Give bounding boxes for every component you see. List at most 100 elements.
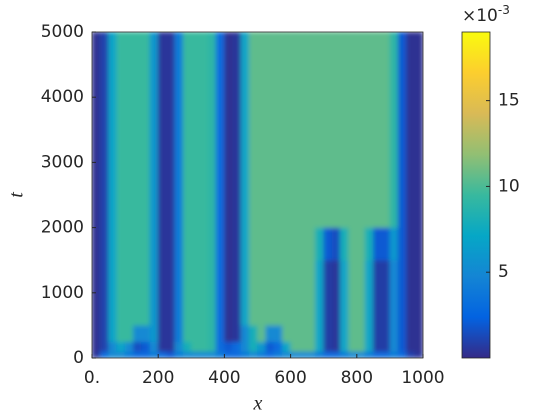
cell — [373, 259, 382, 294]
cell — [166, 227, 176, 261]
cell — [133, 341, 142, 352]
cell — [108, 32, 118, 196]
x-tick-label: 200 — [142, 368, 174, 388]
cell — [108, 227, 118, 261]
cell — [290, 259, 300, 294]
cell — [191, 259, 200, 294]
cell — [257, 351, 267, 358]
cell — [149, 325, 159, 342]
cell — [306, 351, 316, 358]
x-tick-label: 1000 — [401, 368, 444, 388]
cell — [157, 227, 167, 261]
cell — [381, 227, 391, 261]
cell — [124, 32, 134, 196]
cell — [99, 259, 109, 294]
cell — [323, 325, 333, 342]
cell — [157, 292, 167, 326]
cell — [232, 227, 242, 261]
cell — [290, 227, 300, 261]
cell — [232, 341, 242, 352]
cell — [232, 194, 242, 228]
cell — [348, 194, 358, 228]
cell — [215, 194, 225, 228]
cell — [257, 227, 267, 261]
cell — [389, 194, 399, 228]
cell — [273, 32, 283, 196]
cell — [306, 32, 316, 196]
cell — [282, 341, 291, 352]
cell — [207, 227, 217, 261]
cell — [215, 325, 225, 342]
cell — [356, 325, 366, 342]
cell — [282, 32, 291, 196]
cell — [174, 32, 184, 196]
cell — [397, 351, 407, 358]
x-tick-label: 0. — [84, 368, 100, 388]
cell — [174, 351, 184, 358]
cell — [141, 351, 151, 358]
cell — [389, 259, 399, 294]
cell — [315, 292, 324, 326]
cell — [373, 341, 382, 352]
cell — [265, 341, 275, 352]
cell — [92, 341, 101, 352]
cell — [315, 325, 324, 342]
cell — [257, 194, 267, 228]
cell — [389, 351, 399, 358]
cell — [406, 259, 416, 294]
cell — [133, 259, 142, 294]
cell — [397, 259, 407, 294]
cell — [290, 351, 300, 358]
cell — [298, 341, 308, 352]
cell — [265, 325, 275, 342]
cell — [174, 292, 184, 326]
cell — [99, 32, 109, 196]
cell — [381, 351, 391, 358]
cell — [108, 325, 118, 342]
cell — [248, 32, 258, 196]
cell — [116, 227, 126, 261]
cell — [215, 32, 225, 196]
cell — [414, 259, 423, 294]
cell — [141, 341, 151, 352]
cell — [282, 194, 291, 228]
cell — [339, 259, 349, 294]
cell — [182, 194, 192, 228]
cell — [373, 227, 382, 261]
cell — [381, 259, 391, 294]
cell — [141, 292, 151, 326]
cell — [116, 259, 126, 294]
cell — [373, 351, 382, 358]
cell — [224, 292, 233, 326]
x-tick-label: 800 — [341, 368, 373, 388]
cell — [306, 325, 316, 342]
cell — [282, 227, 291, 261]
cell — [141, 259, 151, 294]
y-tick-label: 5000 — [41, 22, 84, 42]
cell — [108, 292, 118, 326]
cell — [248, 259, 258, 294]
cell — [348, 259, 358, 294]
cell — [381, 32, 391, 196]
cell — [149, 341, 159, 352]
cell — [240, 32, 250, 196]
cell — [157, 341, 167, 352]
cell — [157, 194, 167, 228]
cell — [406, 292, 416, 326]
cell — [207, 194, 217, 228]
cell — [381, 325, 391, 342]
heatmap — [92, 32, 423, 358]
cell — [182, 351, 192, 358]
cell — [406, 351, 416, 358]
cell — [124, 259, 134, 294]
cell — [364, 341, 374, 352]
cell — [157, 325, 167, 342]
cell — [298, 292, 308, 326]
cell — [348, 351, 358, 358]
cell — [315, 32, 324, 196]
cell — [199, 227, 209, 261]
cell — [149, 292, 159, 326]
cell — [92, 292, 101, 326]
cell — [92, 32, 101, 196]
